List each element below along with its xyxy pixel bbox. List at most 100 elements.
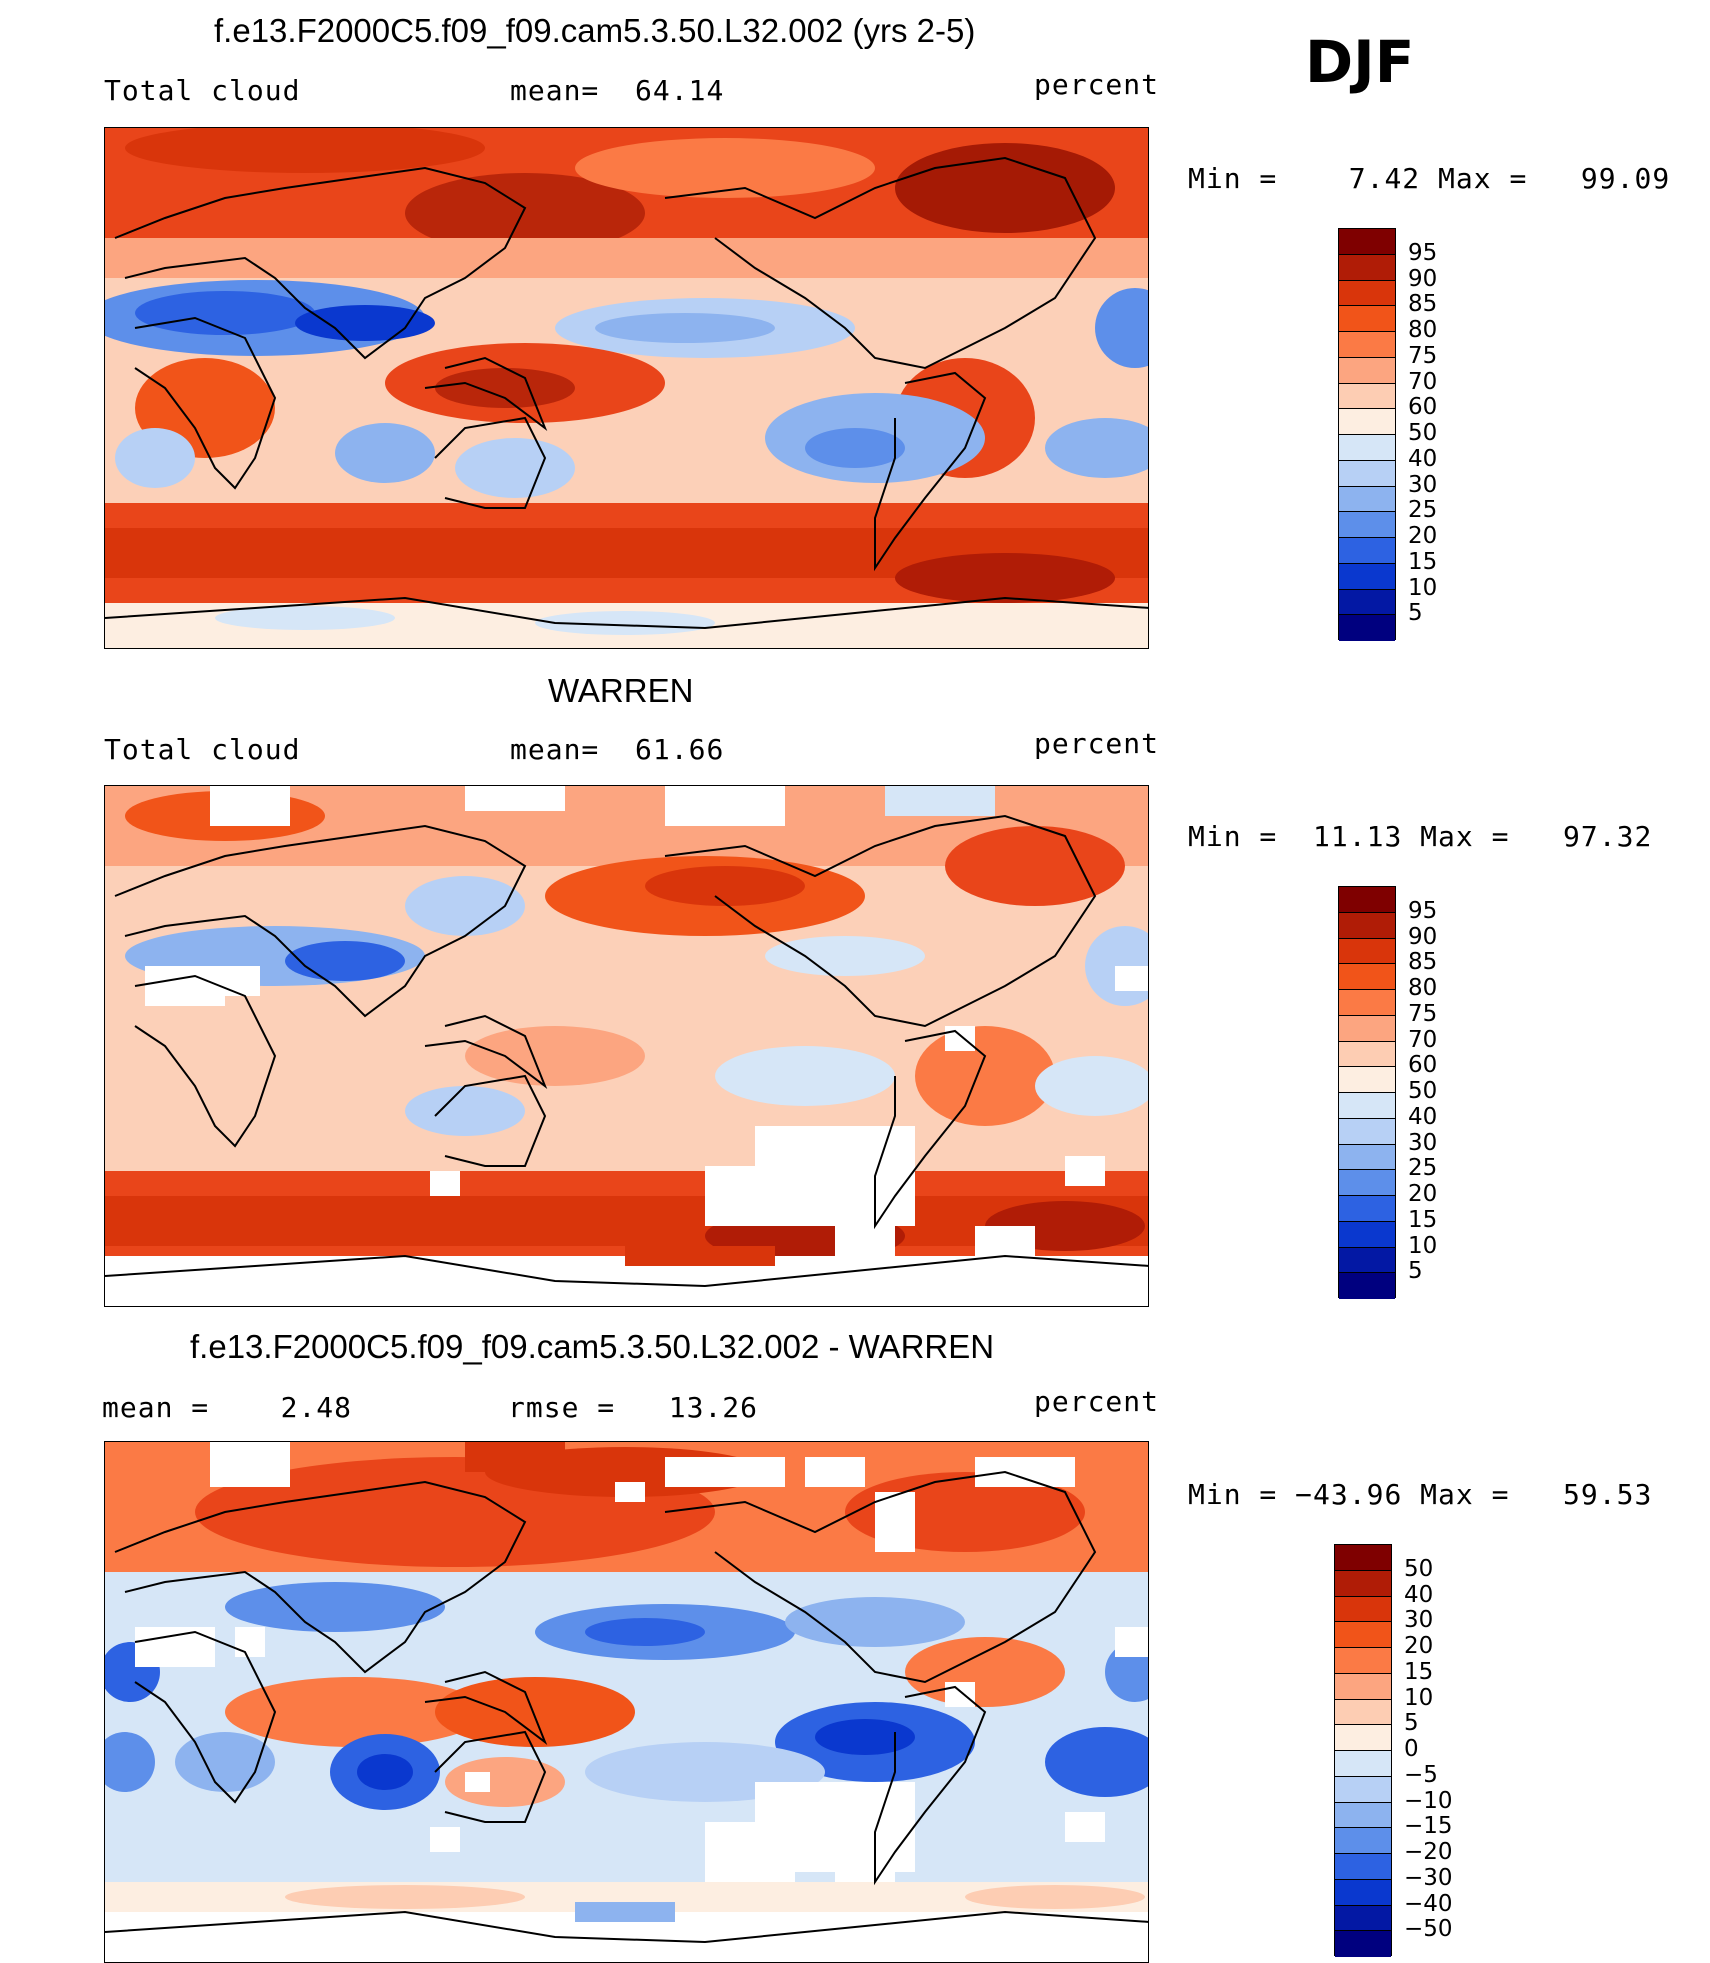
panel2-field-label: Total cloud xyxy=(104,733,301,766)
colorbar-tick-label: 40 xyxy=(1404,1581,1434,1608)
colorbar-tick-label: 40 xyxy=(1408,445,1438,472)
panel2-min-label: Min = xyxy=(1188,820,1278,853)
colorbar-tick-label: 85 xyxy=(1408,291,1438,318)
colorbar-swatch xyxy=(1339,435,1395,461)
panel2-minmax: Min = 11.13 Max = 97.32 xyxy=(1188,820,1652,853)
colorbar-swatch xyxy=(1335,1699,1391,1726)
colorbar-tick-label: −10 xyxy=(1404,1787,1453,1814)
colorbar-swatch xyxy=(1335,1751,1391,1777)
colorbar-swatch xyxy=(1339,486,1395,513)
panel1-map-canvas xyxy=(105,128,1148,648)
colorbar-tick-label: 50 xyxy=(1408,420,1438,446)
colorbar-tick-label: −15 xyxy=(1404,1813,1453,1840)
colorbar-tick-label: 5 xyxy=(1408,1258,1423,1285)
colorbar-swatch xyxy=(1339,254,1395,281)
panel3-mean-value: 2.48 xyxy=(280,1391,353,1424)
colorbar-tick-label: 30 xyxy=(1408,1129,1438,1156)
colorbar-swatch xyxy=(1335,1648,1391,1674)
colorbar-swatch xyxy=(1335,1854,1391,1880)
colorbar-swatch xyxy=(1339,383,1395,410)
panel3-mean-label: mean = 2.48 xyxy=(102,1391,352,1424)
colorbar-tick-label: 40 xyxy=(1408,1103,1438,1130)
colorbar-swatch xyxy=(1339,938,1395,965)
colorbar-swatch xyxy=(1339,512,1395,538)
colorbar-swatch xyxy=(1339,1273,1395,1299)
panel3-units-label: percent xyxy=(1034,1385,1160,1418)
colorbar-tick-label: 95 xyxy=(1408,897,1438,924)
colorbar-swatch xyxy=(1335,1802,1391,1829)
panel2-map-canvas xyxy=(105,786,1148,1306)
panel3-mean-text: mean = xyxy=(102,1391,210,1424)
panel1-map xyxy=(104,127,1149,649)
colorbar-tick-label: 20 xyxy=(1408,523,1438,549)
panel3-rmse-value: 13.26 xyxy=(668,1391,759,1424)
colorbar-tick-label: 20 xyxy=(1404,1633,1434,1659)
colorbar-swatch xyxy=(1339,990,1395,1016)
panel3-min-value: −43.96 xyxy=(1295,1478,1403,1511)
panel2-min-value: 11.13 xyxy=(1313,820,1403,853)
panel1-units-label: percent xyxy=(1034,68,1160,101)
colorbar-swatch xyxy=(1339,332,1395,358)
panel1-min-label: Min = xyxy=(1188,162,1278,195)
colorbar-swatch xyxy=(1339,1041,1395,1068)
colorbar-tick-label: −20 xyxy=(1404,1839,1453,1865)
colorbar-tick-label: 95 xyxy=(1408,239,1438,266)
panel3-rmse-label: rmse = 13.26 xyxy=(508,1391,758,1424)
panel1-mean-label: mean= 64.14 xyxy=(510,74,724,107)
panel1-max-label: Max = xyxy=(1438,162,1528,195)
colorbar-tick-label: 25 xyxy=(1408,497,1438,524)
panel2-max-value: 97.32 xyxy=(1563,820,1653,853)
colorbar-swatch xyxy=(1335,1828,1391,1854)
colorbar-tick-label: 70 xyxy=(1408,368,1438,395)
colorbar-tick-label: 5 xyxy=(1404,1710,1419,1737)
colorbar-tick-label: −50 xyxy=(1404,1916,1453,1943)
panel2-mean-value: 61.66 xyxy=(635,733,725,766)
colorbar-swatch xyxy=(1339,1144,1395,1171)
colorbar-swatch xyxy=(1339,280,1395,307)
colorbar-tick-label: 90 xyxy=(1408,923,1438,950)
colorbar-swatch xyxy=(1339,887,1395,913)
colorbar-tick-label: 15 xyxy=(1408,548,1438,575)
colorbar-tick-label: 10 xyxy=(1404,1684,1434,1711)
colorbar-swatch xyxy=(1339,229,1395,255)
panel3-max-label: Max = xyxy=(1420,1478,1510,1511)
panel3-map xyxy=(104,1441,1149,1963)
colorbar-tick-label: 80 xyxy=(1408,975,1438,1001)
colorbar-tick-label: 80 xyxy=(1408,317,1438,343)
colorbar-tick-label: 25 xyxy=(1408,1155,1438,1182)
colorbar-tick-label: 10 xyxy=(1408,574,1438,601)
panel2-colorbar xyxy=(1338,886,1396,1299)
colorbar-swatch xyxy=(1339,1067,1395,1093)
colorbar-swatch xyxy=(1339,589,1395,616)
colorbar-swatch xyxy=(1339,409,1395,435)
colorbar-swatch xyxy=(1335,1905,1391,1932)
colorbar-swatch xyxy=(1339,563,1395,590)
colorbar-swatch xyxy=(1335,1596,1391,1623)
panel2-mean-text: mean= xyxy=(510,733,600,766)
panel1-minmax: Min = 7.42 Max = 99.09 xyxy=(1188,162,1670,195)
colorbar-swatch xyxy=(1339,1170,1395,1196)
panel3-colorbar xyxy=(1334,1544,1392,1957)
colorbar-tick-label: 5 xyxy=(1408,600,1423,627)
panel2-max-label: Max = xyxy=(1420,820,1510,853)
panel3-max-value: 59.53 xyxy=(1563,1478,1653,1511)
colorbar-tick-label: 60 xyxy=(1408,1052,1438,1079)
colorbar-tick-label: 20 xyxy=(1408,1181,1438,1207)
colorbar-swatch xyxy=(1339,538,1395,564)
panel2-units-label: percent xyxy=(1034,727,1160,760)
panel2-map xyxy=(104,785,1149,1307)
colorbar-swatch xyxy=(1335,1879,1391,1906)
colorbar-swatch xyxy=(1339,1093,1395,1119)
colorbar-swatch xyxy=(1339,1221,1395,1248)
panel3-minmax: Min = −43.96 Max = 59.53 xyxy=(1188,1478,1652,1511)
colorbar-swatch xyxy=(1335,1931,1391,1957)
panel1-title: f.e13.F2000C5.f09_f09.cam5.3.50.L32.002 … xyxy=(214,12,976,49)
colorbar-tick-label: −40 xyxy=(1404,1890,1453,1917)
season-label: DJF xyxy=(1305,28,1415,96)
colorbar-swatch xyxy=(1335,1622,1391,1648)
colorbar-tick-label: 30 xyxy=(1404,1607,1434,1634)
colorbar-tick-label: −30 xyxy=(1404,1864,1453,1891)
colorbar-swatch xyxy=(1339,964,1395,990)
colorbar-tick-label: 50 xyxy=(1404,1555,1434,1582)
colorbar-tick-label: −5 xyxy=(1404,1761,1438,1788)
